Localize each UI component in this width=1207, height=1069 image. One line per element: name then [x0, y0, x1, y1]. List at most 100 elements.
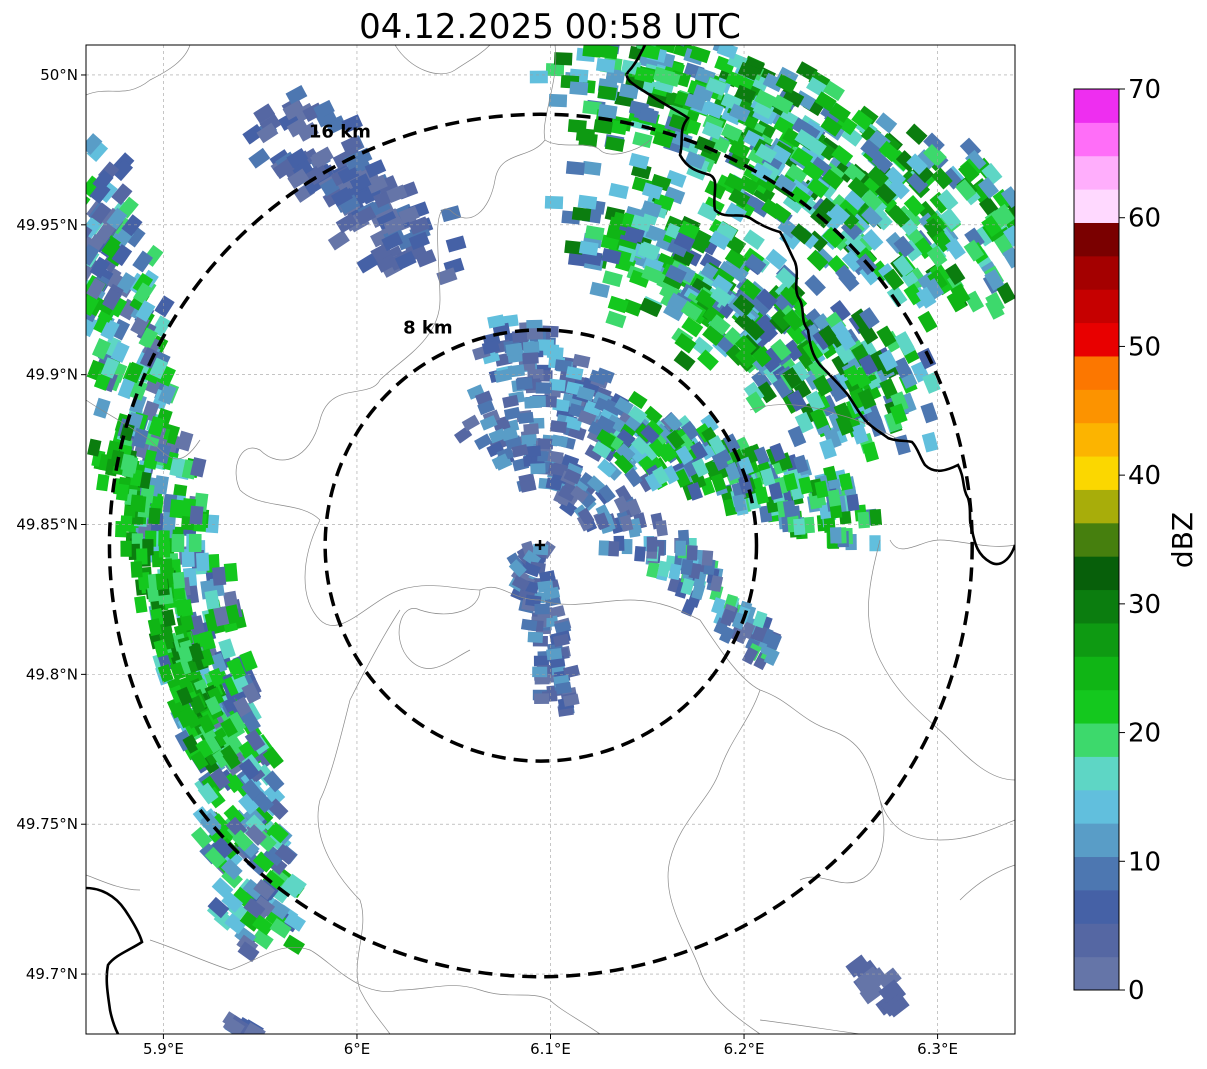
echo-cell [130, 494, 143, 512]
echo-cell [548, 605, 566, 619]
echo-cell [179, 613, 195, 632]
range-ring-8km [323, 328, 759, 763]
echo-cell [614, 396, 634, 415]
echo-cell [546, 647, 563, 661]
echo-cell [242, 878, 265, 901]
echo-cell [844, 189, 867, 211]
echo-cell [243, 897, 266, 919]
echo-cell [780, 284, 802, 306]
echo-cell [515, 377, 533, 390]
echo-cell [720, 123, 743, 143]
echo-cell [245, 814, 267, 836]
echo-cell [681, 316, 704, 338]
y-tick-label: 50°N [40, 66, 78, 84]
echo-cell [545, 477, 563, 491]
echo-cell [782, 366, 803, 389]
echo-cell [274, 843, 297, 865]
echo-cell [282, 100, 305, 121]
echo-cell [715, 220, 738, 242]
y-tick-label: 49.85°N [16, 516, 78, 534]
echo-cell [239, 650, 258, 672]
x-tick-label: 6.3°E [917, 1040, 958, 1058]
echo-cell [597, 103, 618, 119]
echo-cell [253, 879, 276, 901]
echo-cell [831, 145, 854, 166]
echo-cell [607, 295, 629, 314]
echo-cell [398, 205, 420, 225]
echo-cell [161, 609, 176, 628]
y-tick-label: 49.9°N [26, 366, 78, 384]
echo-cell [793, 518, 806, 536]
echo-cell [944, 263, 966, 286]
colorbar-swatch [1074, 889, 1119, 924]
echo-cell [548, 378, 566, 392]
colorbar-tick-label: 50 [1128, 332, 1161, 362]
echo-cell [233, 696, 253, 719]
echo-cell [772, 376, 793, 399]
echo-cell [63, 196, 84, 218]
echo-cell [725, 70, 747, 90]
echo-cell [637, 242, 659, 261]
echo-cell [782, 309, 805, 332]
echo-cell [923, 277, 945, 300]
echo-cell [296, 121, 319, 142]
echo-cell [905, 123, 928, 145]
echo-cell [201, 708, 219, 728]
echo-cell [844, 233, 867, 256]
echo-cell [102, 335, 122, 358]
echo-cell [269, 918, 292, 939]
echo-cell [62, 193, 83, 215]
colorbar-swatch [1074, 656, 1119, 691]
echo-cell [129, 379, 148, 401]
echo-cell [567, 251, 588, 267]
echo-cell [195, 552, 210, 572]
x-tick-label: 6.1°E [530, 1040, 571, 1058]
echo-cell [705, 77, 727, 96]
echo-cell [553, 52, 573, 66]
echo-cell [570, 485, 589, 503]
echo-cell [547, 450, 564, 464]
echo-cell [188, 615, 206, 636]
echo-cell [557, 485, 577, 502]
echo-cell [940, 207, 962, 230]
colorbar-swatch [1074, 222, 1119, 257]
echo-cell [737, 61, 760, 81]
echo-cell [963, 239, 985, 262]
echo-cell [835, 414, 855, 436]
echo-cell [511, 444, 529, 458]
echo-cell [869, 349, 889, 372]
colorbar-swatch [1074, 789, 1119, 824]
echo-cell [209, 652, 228, 675]
echo-cell [850, 423, 869, 445]
echo-cell [100, 318, 120, 341]
echo-cell [87, 438, 102, 457]
echo-cell [614, 454, 634, 475]
echo-cell [665, 264, 687, 284]
echo-cell [242, 123, 265, 145]
echo-cell [286, 147, 309, 169]
echo-cell [620, 0, 640, 3]
echo-cell [204, 589, 220, 610]
echo-cell [839, 196, 862, 219]
echo-cell [160, 558, 173, 575]
echo-cell [315, 108, 338, 128]
echo-cell [581, 160, 602, 176]
echo-cell [142, 449, 160, 470]
echo-cell [798, 476, 813, 495]
echo-cell [147, 618, 163, 637]
echo-cell [588, 369, 608, 386]
echo-cell [861, 441, 880, 463]
echo-cell [787, 425, 807, 448]
echo-cell [577, 194, 598, 210]
echo-cell [356, 253, 379, 274]
echo-cell [251, 929, 274, 950]
echo-cell [198, 648, 215, 668]
y-tick-label: 49.8°N [26, 665, 78, 683]
echo-cell [197, 714, 216, 734]
echo-cell [134, 595, 148, 614]
echo-cell [408, 231, 430, 250]
echo-cell [532, 666, 548, 678]
echo-cell [198, 630, 216, 652]
echo-cell [337, 164, 360, 184]
echo-cell [543, 586, 561, 601]
